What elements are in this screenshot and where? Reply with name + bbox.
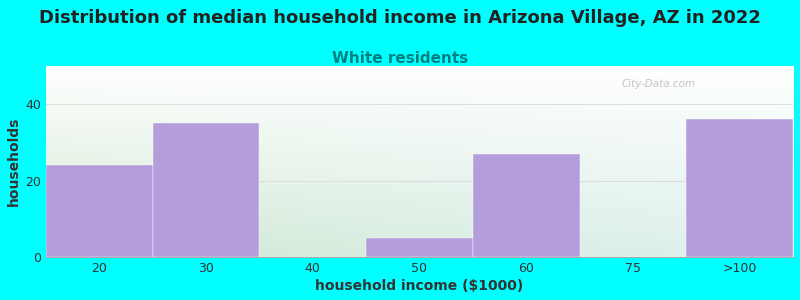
- Bar: [686, 119, 793, 257]
- Bar: [46, 165, 153, 257]
- Text: White residents: White residents: [332, 51, 468, 66]
- Bar: [473, 154, 579, 257]
- Y-axis label: households: households: [7, 117, 21, 206]
- Bar: [366, 238, 473, 257]
- Bar: [153, 123, 259, 257]
- Text: Distribution of median household income in Arizona Village, AZ in 2022: Distribution of median household income …: [39, 9, 761, 27]
- X-axis label: household income ($1000): household income ($1000): [315, 279, 523, 293]
- Text: City-Data.com: City-Data.com: [621, 80, 695, 89]
